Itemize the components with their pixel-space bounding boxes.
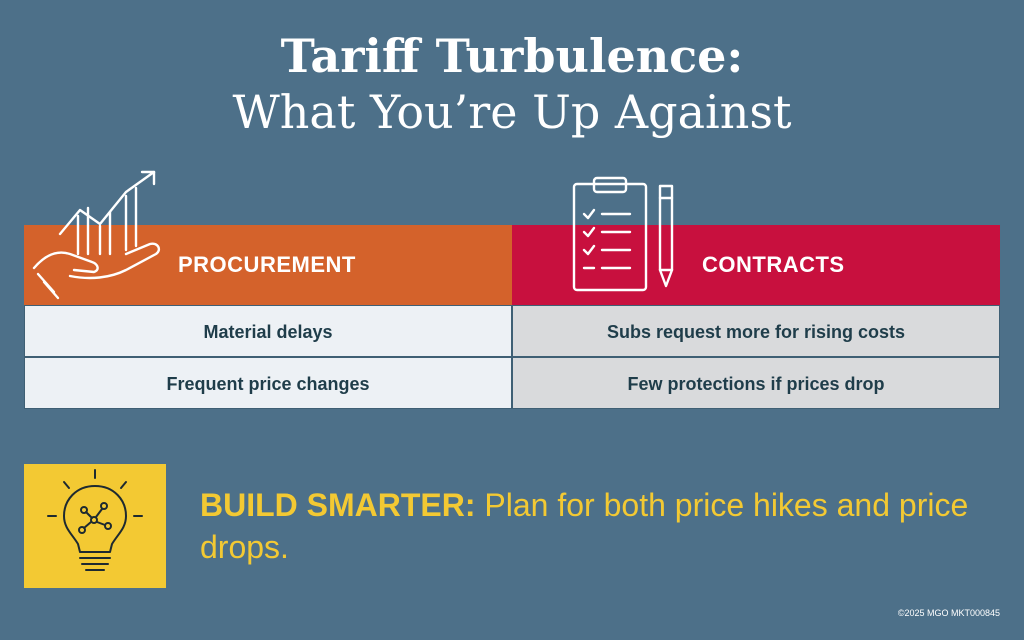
title-line-1: Tariff Turbulence: [280,29,744,83]
clipboard-checklist-icon [572,176,674,292]
page-title: Tariff Turbulence: What You’re Up Agains… [0,28,1024,140]
tip-icon-box [24,464,166,588]
title-line-2: What You’re Up Against [232,85,792,139]
footer-copyright: ©2025 MGO MKT000845 [897,608,1000,618]
build-smarter-tip: BUILD SMARTER: Plan for both price hikes… [200,484,1000,568]
contracts-header: CONTRACTS [512,225,1000,305]
procurement-item-1: Material delays [24,305,512,357]
procurement-item-2: Frequent price changes [24,357,512,409]
contracts-header-label: CONTRACTS [702,252,845,277]
procurement-header: PROCUREMENT [24,225,512,305]
hand-growth-chart-icon [32,170,161,300]
tip-label: BUILD SMARTER: [200,487,476,523]
procurement-header-label: PROCUREMENT [178,252,356,277]
tip-body: Plan for both price hikes and price drop… [200,487,969,565]
lightbulb-icon [47,469,143,571]
contracts-item-1: Subs request more for rising costs [512,305,1000,357]
contracts-item-2: Few protections if prices drop [512,357,1000,409]
